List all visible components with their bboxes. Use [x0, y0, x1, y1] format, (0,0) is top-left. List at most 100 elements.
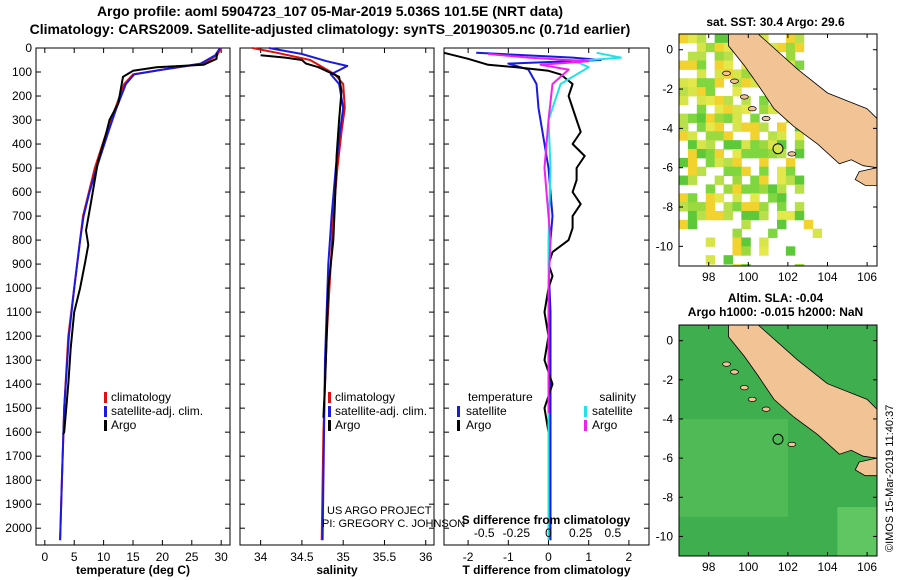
title-line-1: Argo profile: aoml 5904723_107 05-Mar-20… [96, 3, 564, 19]
sst-pixel [777, 122, 787, 132]
sla-lat-label: -4 [662, 412, 673, 426]
sst-pixel [696, 202, 707, 212]
sst-pixel [696, 122, 707, 132]
sst-lat-label: 0 [666, 43, 673, 57]
sst-pixel [679, 131, 689, 141]
x-tick-label: 36 [419, 550, 433, 564]
sst-pixel [785, 51, 796, 62]
sst-pixel [714, 193, 725, 203]
sla-map-content [679, 325, 877, 556]
sst-pixel [705, 113, 716, 123]
sst-pixel [741, 140, 751, 150]
series-line-argo [260, 54, 343, 418]
sla-lat-label: -6 [662, 451, 673, 465]
x-tick-label: 2 [626, 550, 633, 564]
sst-pixel [741, 219, 751, 230]
sst-pixel [705, 122, 716, 132]
y-tick-label: 600 [12, 185, 32, 199]
sst-pixel [732, 202, 742, 212]
sst-pixel [679, 202, 689, 212]
sst-pixel [705, 131, 716, 141]
sst-pixel [794, 60, 805, 70]
diff-sal-legend-label: satellite [592, 404, 633, 418]
sst-island [739, 94, 749, 100]
sst-map-frame [678, 33, 878, 267]
sla-lon-label: 106 [857, 560, 877, 574]
pi-credit: PI: GREGORY C. JOHNSON [322, 518, 466, 530]
sst-pixel [732, 175, 742, 185]
sst-pixel [714, 78, 725, 88]
sst-pixel [732, 149, 742, 159]
sst-pixel [777, 131, 787, 141]
sst-island [747, 106, 757, 112]
sst-pixel [750, 131, 760, 141]
sst-pixel [705, 193, 716, 203]
sst-pixel [750, 202, 760, 212]
sst-pixel [759, 202, 769, 212]
sst-pixel [714, 51, 725, 62]
sst-pixel [696, 210, 707, 221]
sst-pixel [741, 104, 751, 115]
sla-lat-label: -8 [662, 490, 673, 504]
series-line-s-satellite [547, 51, 622, 541]
sst-pixel [759, 104, 769, 115]
sst-pixel [794, 264, 805, 266]
sst-pixel [785, 166, 796, 177]
y-tick-label: 1900 [5, 497, 32, 511]
diff-sal-legend-label: Argo [592, 418, 618, 432]
sst-pixel [759, 184, 769, 194]
sst-pixel [750, 193, 760, 203]
sst-pixel [741, 246, 751, 256]
sst-pixel [723, 95, 733, 106]
sst-pixel [714, 42, 725, 53]
sla-land-java [854, 457, 877, 477]
sst-pixel [696, 51, 707, 62]
y-tick-label: 300 [12, 113, 32, 127]
x-tick-label: 0 [41, 550, 48, 564]
sst-pixel [741, 264, 751, 266]
sst-pixel [794, 140, 805, 150]
y-tick-label: 200 [12, 89, 32, 103]
sst-pixel [794, 175, 805, 185]
sst-pixel [732, 113, 742, 123]
sst-pixel [705, 237, 716, 247]
salinity-legend-swatch [328, 392, 331, 403]
sst-pixel [768, 131, 778, 141]
sst-pixel [723, 210, 733, 221]
x-tick-label: 10 [97, 550, 111, 564]
sst-pixel [768, 140, 778, 150]
sst-lon-label: 104 [817, 270, 837, 284]
sst-pixel [803, 219, 814, 230]
sla-island [722, 361, 731, 367]
sst-island [722, 70, 731, 76]
sst-pixel [679, 95, 689, 106]
sst-pixel [759, 140, 769, 150]
y-tick-label: 1300 [5, 353, 32, 367]
temperature-legend-swatch [104, 420, 107, 431]
sst-pixel [785, 175, 796, 185]
y-tick-label: 1600 [5, 425, 32, 439]
sst-pixel [750, 175, 760, 185]
sst-pixel [759, 149, 769, 159]
sst-pixel [714, 104, 725, 115]
diff-sal-legend-swatch [584, 420, 587, 431]
sst-pixel [705, 149, 716, 159]
sst-pixel [750, 184, 760, 194]
sst-pixel [714, 122, 725, 132]
sst-pixel [768, 193, 778, 203]
sst-pixel [696, 140, 707, 150]
sst-pixel [785, 246, 796, 256]
series-line-satellite-adj-clim- [268, 47, 349, 541]
sst-pixel [714, 149, 725, 159]
sst-pixel [741, 69, 751, 79]
temperature-legend-label: climatology [111, 390, 171, 404]
sst-pixel [714, 157, 725, 168]
sla-lat-label: -2 [662, 373, 673, 387]
sst-pixel [723, 113, 733, 123]
sst-pixel [696, 113, 707, 123]
sst-pixel [687, 34, 698, 44]
sst-pixel [687, 78, 698, 88]
difference-x-label: T difference from climatology [462, 563, 631, 577]
sst-lat-label: -8 [662, 200, 673, 214]
